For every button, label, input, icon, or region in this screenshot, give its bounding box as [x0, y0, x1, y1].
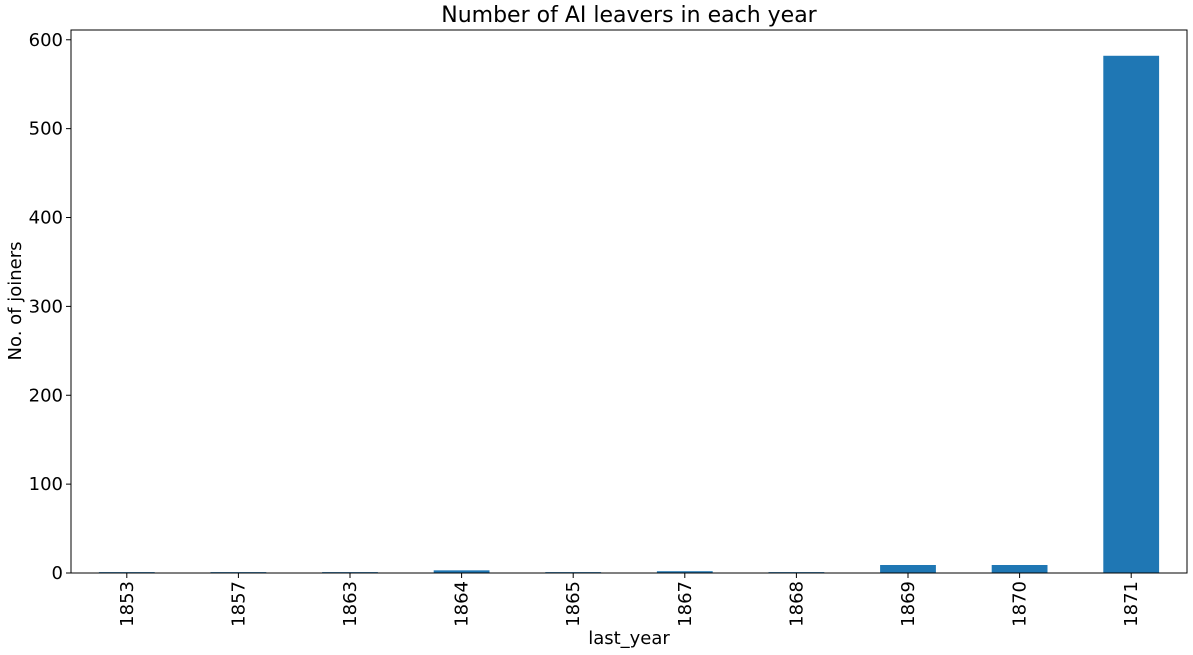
- plot-frame: [70, 29, 1188, 574]
- x-tick-label: 1853: [117, 581, 138, 627]
- bar-1871: [1103, 55, 1160, 573]
- x-tick-label: 1863: [340, 581, 361, 627]
- x-tick-label: 1871: [1121, 581, 1142, 627]
- bar-1867: [656, 571, 713, 573]
- x-tick-label: 1864: [452, 581, 473, 627]
- y-axis-label: No. of joiners: [5, 242, 26, 361]
- bar-1870: [991, 565, 1048, 573]
- chart-title: Number of AI leavers in each year: [441, 3, 817, 28]
- x-axis-ticks: 1853 1857 1863 1864 1865 1867 1868 1869 1870 1871: [117, 573, 1142, 627]
- x-tick-label: 1868: [786, 581, 807, 627]
- x-axis-label: last_year: [588, 628, 670, 649]
- x-tick-label: 1867: [675, 581, 696, 627]
- bars-group: [98, 55, 1160, 573]
- y-tick-label: 200: [29, 385, 63, 406]
- x-tick-label: 1869: [898, 581, 919, 627]
- y-tick-label: 500: [29, 119, 63, 140]
- bar-1869: [880, 565, 936, 573]
- y-tick-label: 400: [29, 208, 63, 229]
- bar-1864: [433, 570, 490, 573]
- x-tick-label: 1865: [563, 581, 584, 627]
- y-tick-label: 100: [29, 474, 63, 495]
- y-tick-label: 600: [29, 30, 63, 51]
- y-axis-ticks: 0 100 200 300 400 500 600: [29, 30, 71, 584]
- y-tick-label: 300: [29, 296, 63, 317]
- y-tick-label: 0: [52, 563, 63, 584]
- x-tick-label: 1857: [228, 581, 249, 627]
- x-tick-label: 1870: [1010, 581, 1031, 627]
